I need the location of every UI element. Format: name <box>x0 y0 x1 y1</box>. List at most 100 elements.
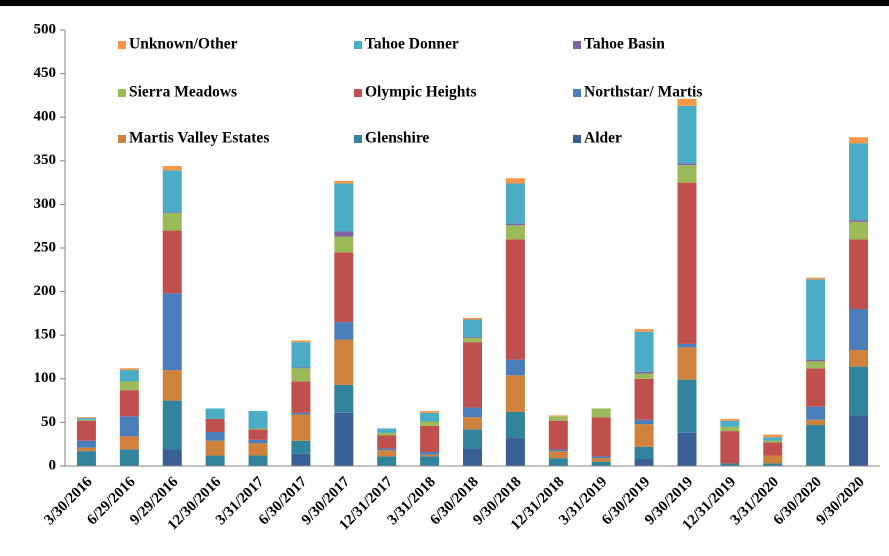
bar-segment <box>205 455 225 466</box>
bar-segment <box>634 373 654 379</box>
bar-segment <box>677 165 697 183</box>
bar-segment <box>849 239 869 310</box>
bar-segment <box>548 451 568 459</box>
bar-segment <box>591 461 611 466</box>
bar-segment <box>119 390 139 417</box>
bar-segment <box>334 183 354 232</box>
bar-segment <box>849 137 869 144</box>
bar-segment <box>634 371 654 374</box>
bar-segment <box>334 412 354 466</box>
bar-segment <box>76 440 96 448</box>
bar-segment <box>119 368 139 371</box>
bar-segment <box>420 456 440 466</box>
bar-segment <box>162 293 182 371</box>
bar-segment <box>677 182 697 344</box>
bar-segment <box>162 370 182 401</box>
legend-label: Sierra Meadows <box>129 84 237 101</box>
bar-segment <box>505 178 525 184</box>
bar-segment <box>634 378 654 420</box>
legend-label: Tahoe Basin <box>584 36 665 53</box>
y-tick-label: 100 <box>34 370 57 386</box>
legend-swatch <box>118 135 126 143</box>
bar-segment <box>76 447 96 452</box>
bar-segment <box>806 406 826 420</box>
bar-segment <box>505 239 525 360</box>
bar-segment <box>420 411 440 413</box>
bar-segment <box>162 449 182 466</box>
bar-segment <box>377 428 397 433</box>
bar-segment <box>463 342 482 408</box>
bar-segment <box>720 420 740 427</box>
bar-segment <box>677 163 697 166</box>
bar-segment <box>76 451 96 466</box>
bar-segment <box>463 317 482 320</box>
bar-segment <box>548 415 568 417</box>
bar-segment <box>463 336 482 338</box>
bar-segment <box>849 415 869 466</box>
y-tick-label: 300 <box>34 196 57 212</box>
bar-segment <box>291 412 311 415</box>
legend-label: Olympic Heights <box>365 84 477 101</box>
bar-segment <box>205 418 225 432</box>
bar-segment <box>119 370 139 382</box>
bar-segment <box>634 331 654 372</box>
bar-segment <box>119 416 139 437</box>
bar-segment <box>505 375 525 412</box>
bar-segment <box>248 443 268 456</box>
bar-segment <box>119 449 139 466</box>
bar-segment <box>806 279 826 360</box>
bar-segment <box>463 337 482 343</box>
bar-segment <box>505 225 525 240</box>
bar-segment <box>420 421 440 426</box>
bar-segment <box>634 446 654 460</box>
bar-segment <box>806 419 826 426</box>
bar-segment <box>162 166 182 171</box>
bar-segment <box>248 429 268 440</box>
bar-segment <box>720 418 740 421</box>
bar-segment <box>763 455 783 464</box>
bar-segment <box>377 448 397 451</box>
bar-segment <box>248 411 268 429</box>
bar-segment <box>849 309 869 351</box>
legend-swatch <box>118 41 126 49</box>
bar-segment <box>162 213 182 231</box>
bar-segment <box>463 429 482 449</box>
bar-segment <box>677 379 697 433</box>
bar-segment <box>591 456 611 459</box>
bar-segment <box>205 440 225 456</box>
bar-segment <box>849 350 869 367</box>
bar-segment <box>377 432 397 436</box>
bar-segment <box>162 170 182 213</box>
bar-segment <box>677 105 697 164</box>
bar-segment <box>849 366 869 416</box>
bar-segment <box>763 437 783 441</box>
bar-segment <box>377 435 397 449</box>
bar-segment <box>291 453 311 466</box>
bar-segment <box>291 342 311 368</box>
y-tick-label: 250 <box>34 239 57 255</box>
legend-label: Martis Valley Estates <box>129 130 269 147</box>
bar-segment <box>420 412 440 422</box>
bar-segment <box>420 454 440 457</box>
bar-segment <box>119 436 139 450</box>
legend-label: Tahoe Donner <box>365 36 459 53</box>
y-tick-label: 50 <box>41 414 56 430</box>
bar-segment <box>763 463 783 466</box>
bar-segment <box>763 440 783 443</box>
bar-segment <box>377 450 397 457</box>
legend-swatch <box>354 89 362 97</box>
bar-segment <box>677 347 697 380</box>
bar-segment <box>377 456 397 466</box>
bar-segment <box>291 367 311 369</box>
bar-segment <box>291 368 311 382</box>
bar-segment <box>291 340 311 343</box>
bar-segment <box>505 183 525 224</box>
bar-segment <box>248 439 268 444</box>
legend-label: Unknown/Other <box>129 36 238 53</box>
bar-segment <box>634 419 654 425</box>
legend-swatch <box>354 135 362 143</box>
bar-segment <box>334 322 354 340</box>
y-tick-label: 200 <box>34 283 57 299</box>
y-tick-label: 350 <box>34 152 57 168</box>
